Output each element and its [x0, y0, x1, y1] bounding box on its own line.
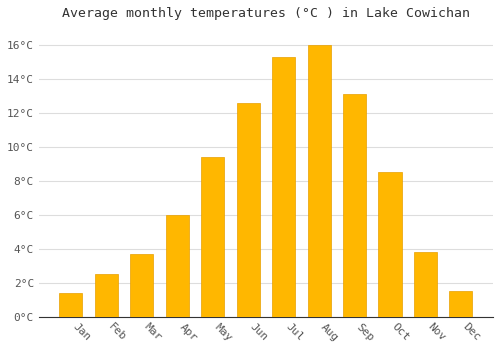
Bar — [414, 252, 437, 317]
Bar — [450, 291, 472, 317]
Bar — [236, 103, 260, 317]
Title: Average monthly temperatures (°C ) in Lake Cowichan: Average monthly temperatures (°C ) in La… — [62, 7, 470, 20]
Bar — [95, 274, 118, 317]
Bar — [272, 57, 295, 317]
Bar — [60, 293, 82, 317]
Bar — [343, 94, 366, 317]
Bar — [308, 45, 330, 317]
Bar — [201, 157, 224, 317]
Bar — [130, 254, 154, 317]
Bar — [166, 215, 189, 317]
Bar — [378, 173, 402, 317]
